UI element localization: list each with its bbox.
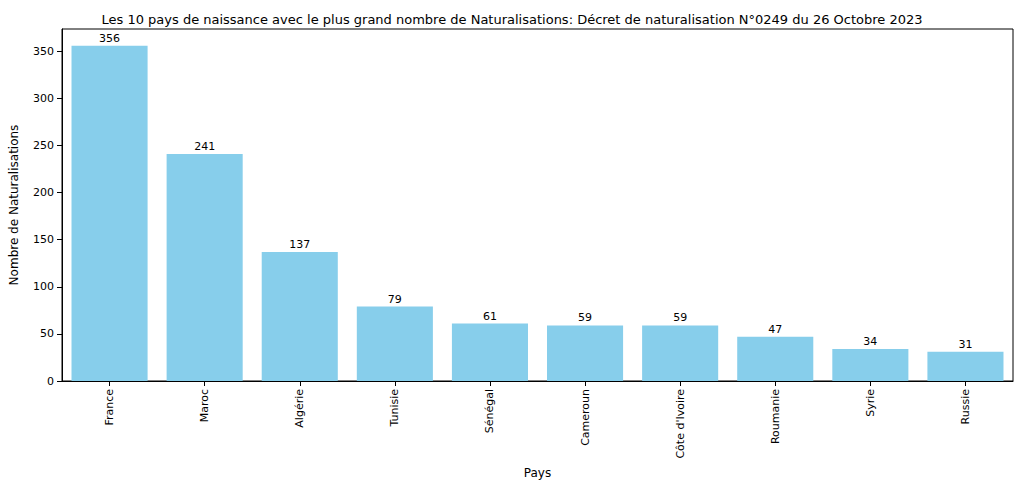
svg-text:100: 100 [33,280,54,293]
svg-text:Cameroun: Cameroun [579,389,592,446]
svg-text:47: 47 [768,323,782,336]
svg-text:Maroc: Maroc [198,389,211,422]
svg-text:137: 137 [289,238,310,251]
svg-text:61: 61 [483,310,497,323]
svg-text:31: 31 [958,338,972,351]
svg-text:79: 79 [388,293,402,306]
svg-text:Sénégal: Sénégal [483,389,496,433]
svg-text:Les 10 pays de naissance avec: Les 10 pays de naissance avec le plus gr… [101,12,922,27]
svg-text:France: France [103,389,116,426]
svg-text:0: 0 [47,375,54,388]
svg-text:Côte d'Ivoire: Côte d'Ivoire [674,389,687,459]
svg-text:241: 241 [194,140,215,153]
svg-text:356: 356 [99,32,120,45]
svg-text:Algérie: Algérie [293,389,306,428]
svg-text:200: 200 [33,186,54,199]
svg-text:250: 250 [33,139,54,152]
svg-text:59: 59 [578,311,592,324]
svg-text:Tunisie: Tunisie [388,389,401,428]
svg-text:Nombre de Naturalisations: Nombre de Naturalisations [7,125,21,286]
svg-text:50: 50 [40,327,54,340]
svg-text:350: 350 [33,45,54,58]
svg-text:300: 300 [33,92,54,105]
svg-text:59: 59 [673,311,687,324]
svg-text:Pays: Pays [524,466,551,480]
svg-text:Russie: Russie [959,389,972,425]
svg-text:Roumanie: Roumanie [769,389,782,444]
svg-text:Syrie: Syrie [864,389,877,417]
svg-text:34: 34 [863,335,877,348]
svg-text:150: 150 [33,233,54,246]
